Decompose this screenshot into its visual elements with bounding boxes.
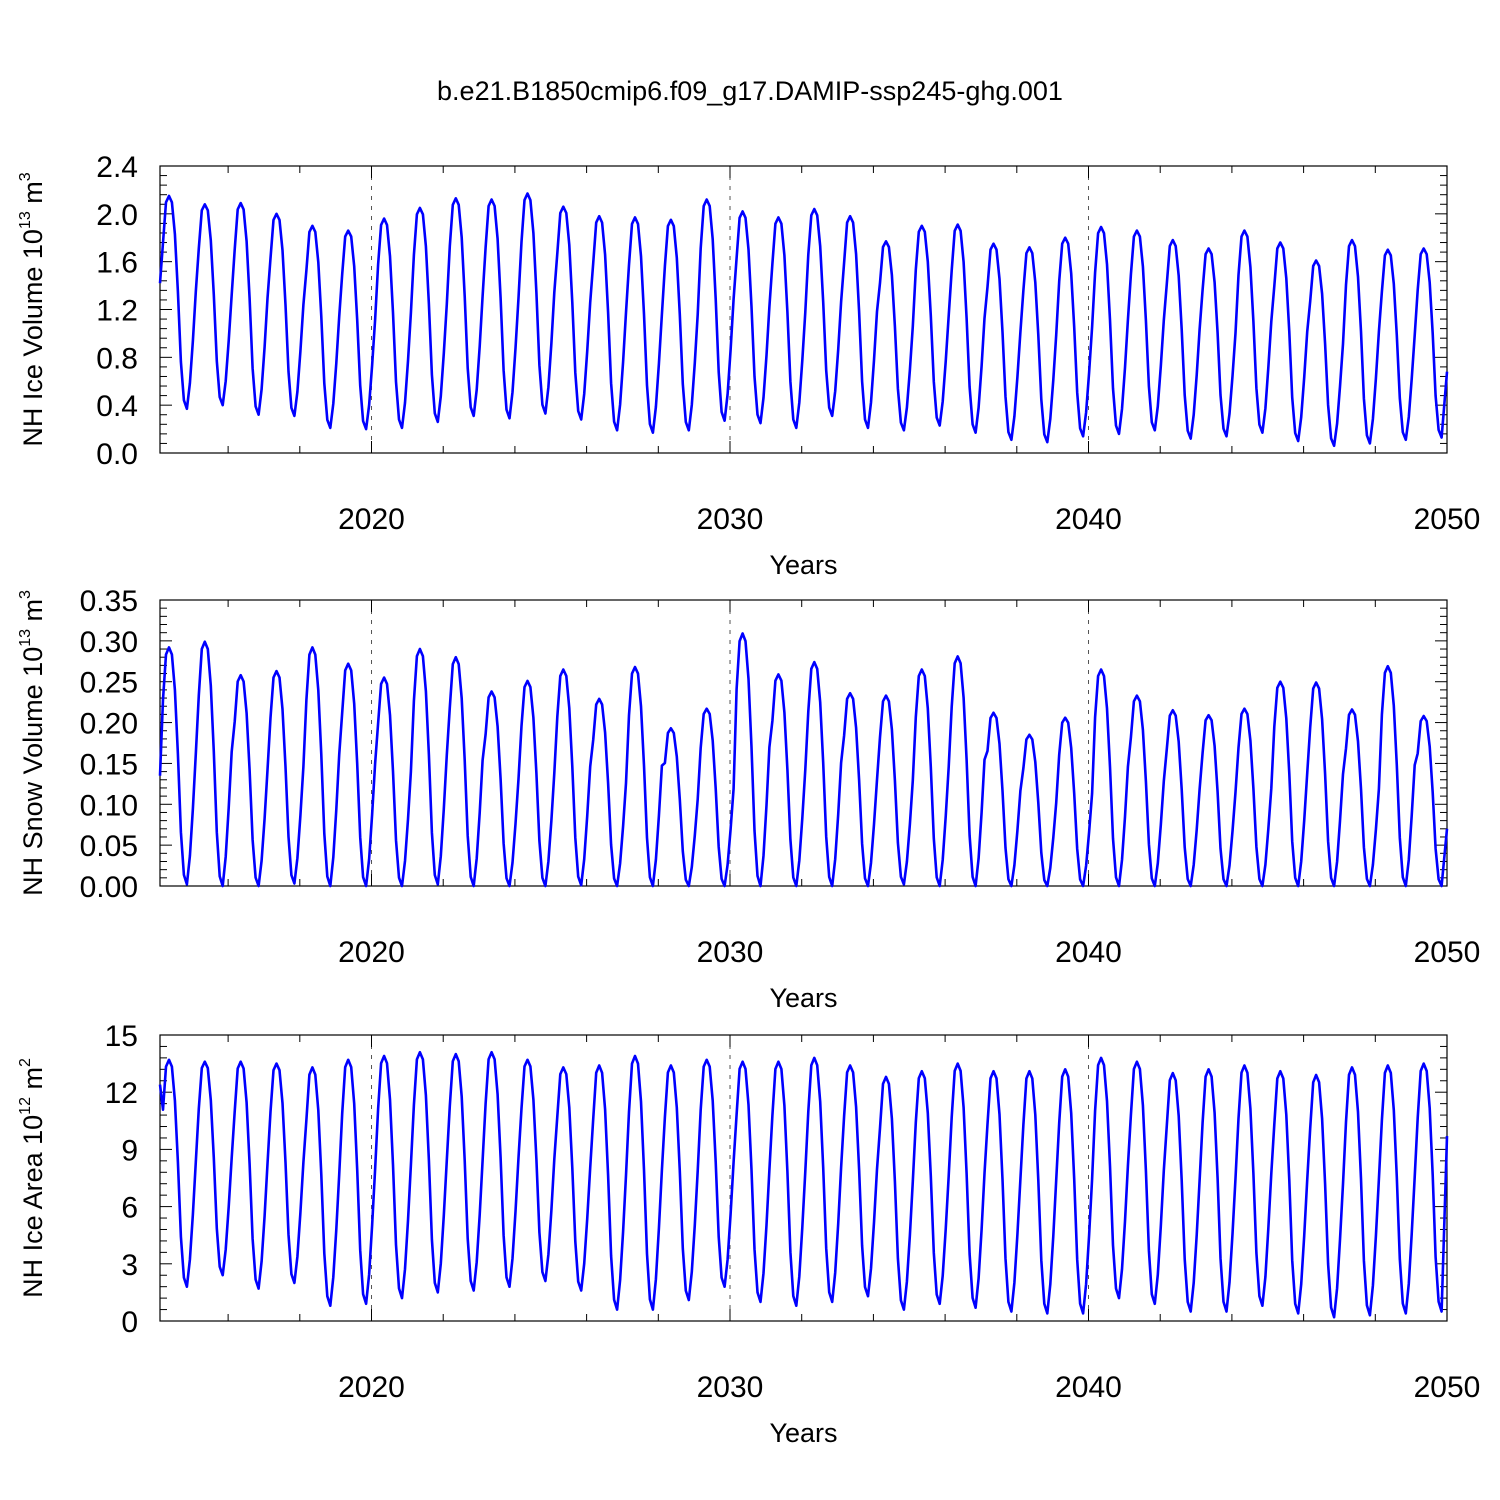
- y-tick-label: 15: [105, 1020, 138, 1053]
- y-tick-label: 0.25: [80, 667, 138, 700]
- series-line: [158, 192, 1449, 448]
- x-axis-label: Years: [769, 550, 837, 580]
- y-axis-label-exponent: 12: [17, 1097, 34, 1115]
- y-axis-label-unit-exponent: 3: [17, 590, 34, 599]
- x-tick-label: 2020: [338, 936, 405, 969]
- x-tick-label: 2050: [1414, 936, 1481, 969]
- y-axis-label: NH Ice Volume 1013 m3: [17, 172, 48, 446]
- y-tick-label: 12: [105, 1077, 138, 1110]
- y-axis-label-unit: m: [18, 181, 48, 211]
- plot-frame: [159, 599, 1448, 887]
- y-tick-label: 0: [121, 1306, 138, 1339]
- series-line: [158, 632, 1449, 888]
- y-axis-label-unit-exponent: 2: [17, 1058, 34, 1067]
- y-tick-label: 6: [121, 1192, 138, 1225]
- x-tick-label: 2030: [697, 936, 764, 969]
- y-tick-label: 3: [121, 1249, 138, 1282]
- x-tick-label: 2040: [1055, 503, 1122, 536]
- y-tick-label: 0.15: [80, 748, 138, 781]
- x-tick-label: 2040: [1055, 1371, 1122, 1404]
- y-axis-label-main: NH Ice Area 10: [18, 1115, 48, 1298]
- panel-snow-volume: 2020 2030 2040 2050 Years 0.00 0.05 0.10 0.15 0.2…: [17, 585, 1480, 1013]
- x-tick-label: 2030: [697, 503, 764, 536]
- x-axis-label: Years: [769, 983, 837, 1013]
- panel-ice-volume: 2020 2030 2040 2050 Years 0.0 0.4 0.8 1.2 1.6 2.0 2…: [17, 151, 1480, 580]
- y-tick-label: 0.35: [80, 585, 138, 618]
- y-axis-label-exponent: 13: [17, 629, 34, 647]
- y-axis-label: NH Snow Volume 1013 m3: [17, 590, 48, 896]
- y-tick-label: 0.30: [80, 626, 138, 659]
- y-tick-label: 0.0: [96, 438, 138, 471]
- y-tick-label: 9: [121, 1134, 138, 1167]
- y-axis-label-unit: m: [18, 599, 48, 629]
- y-tick-label: 0.10: [80, 789, 138, 822]
- x-tick-label: 2030: [697, 1371, 764, 1404]
- y-tick-label: 0.8: [96, 342, 138, 375]
- y-axis-label-unit-exponent: 3: [17, 172, 34, 181]
- x-axis-label: Years: [769, 1418, 837, 1448]
- x-tick-label: 2050: [1414, 1371, 1481, 1404]
- y-tick-label: 0.00: [80, 871, 138, 904]
- y-axis-label: NH Ice Area 1012 m2: [17, 1058, 48, 1298]
- y-tick-label: 0.20: [80, 708, 138, 741]
- y-axis-label-main: NH Ice Volume 10: [18, 229, 48, 447]
- y-axis-label-main: NH Snow Volume 10: [18, 647, 48, 896]
- x-tick-label: 2040: [1055, 936, 1122, 969]
- series-line: [158, 1050, 1449, 1319]
- panel-ice-area: 2020 2030 2040 2050 Years 0 3 6 9 12 15 NH Ice Area…: [17, 1020, 1480, 1448]
- y-axis-label-unit: m: [18, 1067, 48, 1097]
- y-tick-label: 2.4: [96, 151, 138, 184]
- x-tick-label: 2020: [338, 503, 405, 536]
- x-tick-label: 2020: [338, 1371, 405, 1404]
- figure-title: b.e21.B1850cmip6.f09_g17.DAMIP-ssp245-gh…: [437, 76, 1063, 106]
- y-tick-label: 0.05: [80, 830, 138, 863]
- y-tick-label: 2.0: [96, 199, 138, 232]
- y-tick-label: 1.6: [96, 247, 138, 280]
- y-axis-label-exponent: 13: [17, 211, 34, 229]
- y-tick-label: 0.4: [96, 390, 138, 423]
- x-tick-label: 2050: [1414, 503, 1481, 536]
- y-tick-label: 1.2: [96, 295, 138, 328]
